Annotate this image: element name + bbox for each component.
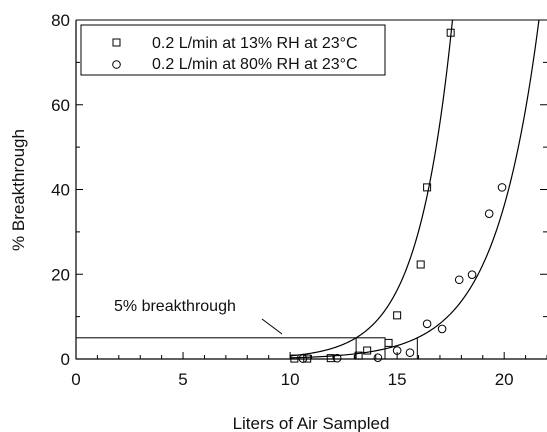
legend-label-80rh: 0.2 L/min at 80% RH at 23°C — [152, 56, 358, 73]
five-percent-annotation: 5% breakthrough — [75, 298, 418, 360]
circle-data-point — [422, 319, 432, 329]
y-tick-label: 20 — [51, 265, 70, 284]
y-tick-label: 80 — [51, 11, 70, 30]
circle-data-point — [467, 270, 477, 279]
y-tick-label: 60 — [51, 96, 70, 115]
square-data-point — [363, 346, 372, 355]
square-data-point — [423, 183, 432, 192]
legend-circle-marker — [112, 60, 121, 69]
data-points — [290, 28, 507, 363]
square-data-point — [303, 354, 312, 363]
circle-data-point — [484, 209, 494, 218]
y-axis-title: % Breakthrough — [9, 129, 28, 251]
circle-data-point — [497, 183, 507, 192]
square-data-point — [354, 351, 363, 360]
fit-curve-series-0 — [290, 19, 454, 357]
square-data-point — [416, 260, 425, 269]
y-tick-label: 40 — [51, 181, 70, 200]
y-tick-label: 0 — [61, 350, 70, 369]
circle-data-point — [405, 348, 415, 357]
circle-data-point — [298, 354, 308, 363]
annotation-label: 5% breakthrough — [114, 298, 236, 315]
legend-box — [80, 24, 386, 76]
circle-data-point — [454, 275, 464, 285]
circle-data-point — [437, 324, 447, 334]
y-axis-ticks: 0 20 40 60 80 — [51, 11, 547, 369]
square-data-point — [290, 354, 299, 363]
x-tick-label: 10 — [281, 370, 300, 389]
square-data-point — [446, 28, 455, 37]
circle-data-point — [392, 346, 402, 355]
square-data-point — [393, 311, 402, 320]
circle-data-point — [332, 353, 342, 363]
square-data-point — [384, 338, 393, 347]
x-tick-label: 20 — [495, 370, 514, 389]
annotation-leader — [261, 318, 283, 335]
legend-label-13rh: 0.2 L/min at 13% RH at 23°C — [152, 35, 358, 52]
fit-curves — [290, 19, 540, 359]
x-tick-label: 0 — [71, 370, 80, 389]
x-tick-label: 5 — [178, 370, 187, 389]
x-axis-title: Liters of Air Sampled — [233, 414, 390, 432]
fit-curve-series-1 — [290, 19, 540, 359]
square-data-point — [326, 354, 335, 363]
x-tick-label: 15 — [388, 370, 407, 389]
legend: 0.2 L/min at 13% RH at 23°C 0.2 L/min at… — [80, 24, 386, 76]
legend-square-marker — [112, 38, 121, 47]
circle-data-point — [373, 353, 383, 363]
